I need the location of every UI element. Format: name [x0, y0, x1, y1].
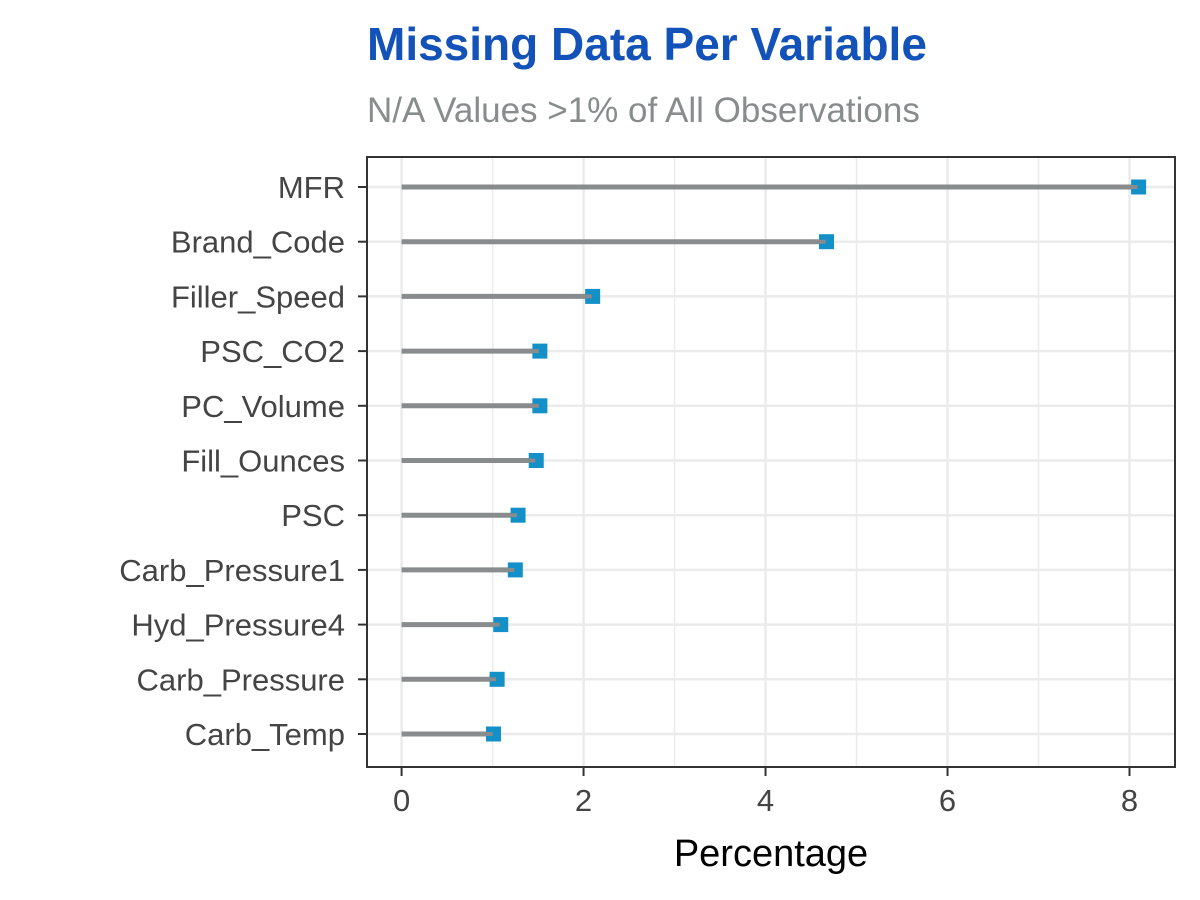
x-tick-label: 0	[393, 783, 410, 818]
y-tick-label: Carb_Pressure1	[119, 553, 345, 588]
lollipop-points	[483, 179, 1147, 742]
x-tick-label: 6	[939, 783, 956, 818]
chart-title: Missing Data Per Variable	[367, 18, 927, 70]
x-axis-ticks: 0 2 4 6 8	[393, 767, 1138, 818]
x-tick-label: 2	[575, 783, 592, 818]
y-tick-label: Fill_Ounces	[181, 444, 345, 479]
y-tick-label: Filler_Speed	[171, 279, 345, 314]
y-tick-label: Carb_Pressure	[137, 662, 345, 697]
y-tick-label: MFR	[278, 170, 345, 205]
y-tick-label: PSC_CO2	[200, 334, 345, 369]
x-tick-label: 4	[757, 783, 774, 818]
panel-border	[366, 156, 1176, 768]
chart-subtitle: N/A Values >1% of All Observations	[367, 91, 920, 130]
lollipop-stems	[401, 184, 1135, 737]
y-tick-label: Carb_Temp	[185, 717, 345, 752]
y-tick-label: Brand_Code	[171, 225, 345, 260]
y-tick-label: Hyd_Pressure4	[131, 608, 345, 643]
x-tick-label: 8	[1121, 783, 1138, 818]
y-tick-label: PC_Volume	[181, 389, 345, 424]
y-axis-ticks: MFR Brand_Code Filler_Speed PSC_CO2 PC_Volum…	[119, 170, 367, 752]
x-axis-title: Percentage	[674, 833, 868, 875]
y-tick-label: PSC	[281, 498, 345, 533]
